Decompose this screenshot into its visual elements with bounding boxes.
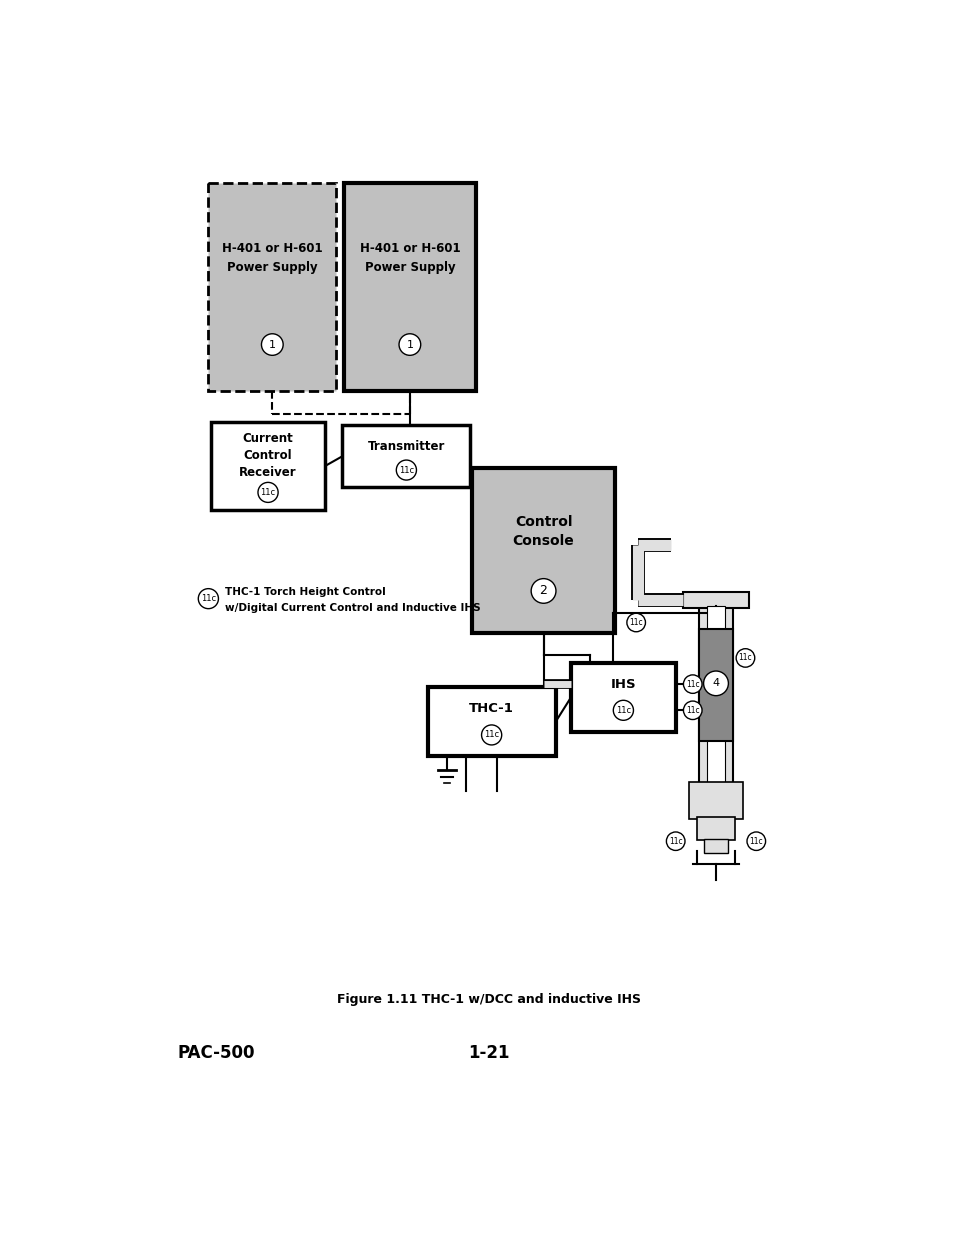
Text: Power Supply: Power Supply (364, 261, 455, 274)
Bar (688, 782, 742, 819)
Text: Console: Console (512, 534, 574, 548)
Text: 11c: 11c (483, 730, 498, 740)
Bar (706, 606, 724, 783)
Circle shape (613, 700, 633, 720)
Bar (472, 468, 615, 634)
Text: 1-21: 1-21 (468, 1044, 509, 1062)
Text: IHS: IHS (610, 678, 636, 690)
Bar (342, 425, 470, 487)
Text: Power Supply: Power Supply (227, 261, 317, 274)
Bar (208, 183, 335, 390)
Text: 1: 1 (269, 340, 275, 350)
Bar (703, 839, 727, 852)
Text: 11c: 11c (260, 488, 275, 496)
Circle shape (198, 589, 218, 609)
Circle shape (746, 832, 765, 851)
Bar (699, 630, 732, 741)
Text: w/Digital Current Control and Inductive IHS: w/Digital Current Control and Inductive … (225, 603, 480, 613)
Text: 11c: 11c (616, 705, 630, 715)
Text: PAC-500: PAC-500 (177, 1044, 254, 1062)
Text: Figure 1.11 THC-1 w/DCC and inductive IHS: Figure 1.11 THC-1 w/DCC and inductive IH… (336, 993, 640, 1005)
Text: Control: Control (243, 450, 292, 462)
Circle shape (257, 483, 278, 503)
Text: Control: Control (515, 515, 572, 529)
Circle shape (682, 701, 701, 720)
Circle shape (626, 614, 645, 632)
Text: 1: 1 (406, 340, 413, 350)
Circle shape (395, 461, 416, 480)
Bar (571, 662, 675, 732)
Circle shape (703, 671, 728, 695)
Text: THC-1: THC-1 (469, 703, 514, 715)
Text: THC-1 Torch Height Control: THC-1 Torch Height Control (225, 588, 386, 598)
Text: H-401 or H-601: H-401 or H-601 (222, 242, 322, 254)
Circle shape (398, 333, 420, 356)
Bar (682, 593, 748, 608)
Bar (427, 687, 555, 757)
Bar (211, 421, 325, 510)
Text: H-401 or H-601: H-401 or H-601 (359, 242, 459, 254)
Circle shape (666, 832, 684, 851)
Text: 11c: 11c (200, 594, 215, 603)
Text: 11c: 11c (398, 466, 414, 474)
Circle shape (481, 725, 501, 745)
Circle shape (736, 648, 754, 667)
Bar (699, 606, 732, 783)
Text: 11c: 11c (668, 836, 681, 846)
Circle shape (682, 674, 701, 693)
Text: 11c: 11c (685, 679, 699, 689)
Text: Transmitter: Transmitter (367, 440, 445, 453)
Bar (344, 183, 476, 390)
Bar (696, 818, 735, 841)
Circle shape (261, 333, 283, 356)
Text: 11c: 11c (749, 836, 762, 846)
Text: 4: 4 (712, 678, 719, 688)
Text: Current: Current (242, 432, 294, 445)
Text: 11c: 11c (629, 618, 642, 627)
Text: Receiver: Receiver (239, 466, 296, 479)
Circle shape (531, 579, 556, 603)
Text: 2: 2 (539, 584, 547, 598)
Text: 11c: 11c (738, 653, 752, 662)
Text: 11c: 11c (685, 705, 699, 715)
